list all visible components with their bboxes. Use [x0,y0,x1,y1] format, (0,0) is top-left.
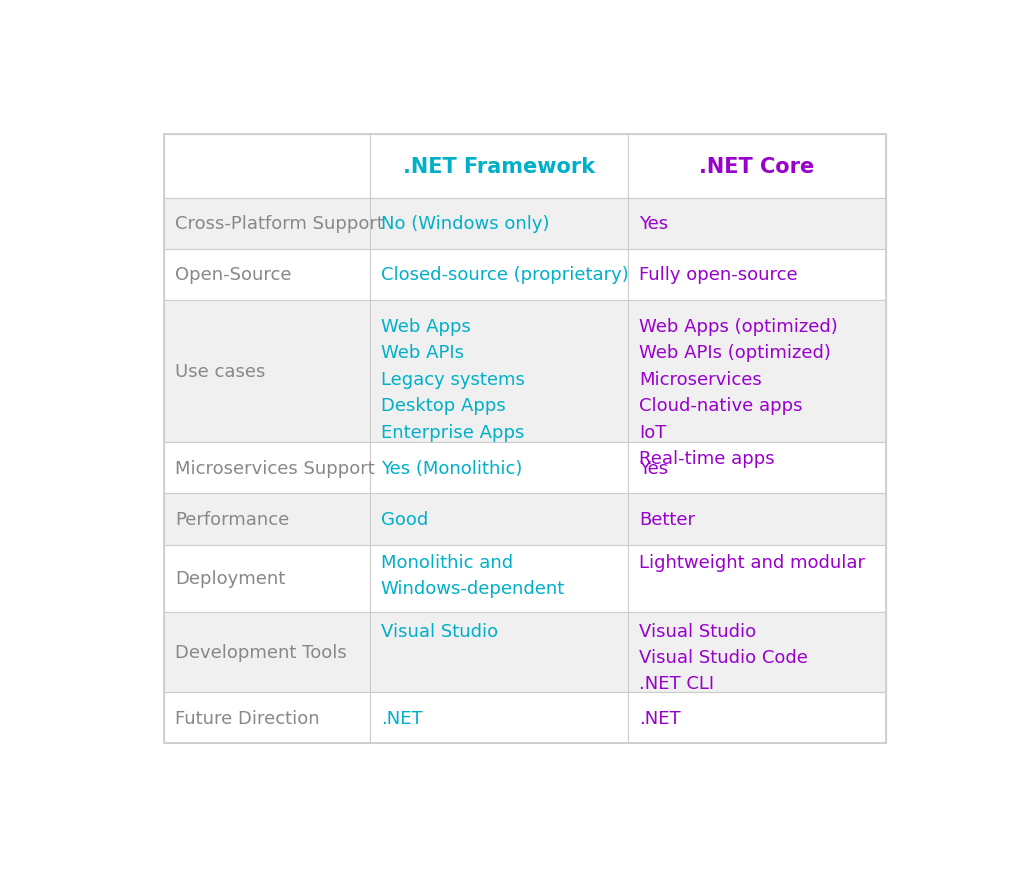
Text: Use cases: Use cases [175,362,265,381]
Bar [628,135,886,198]
Bar [628,249,886,301]
Bar [164,442,370,494]
Text: Open-Source: Open-Source [175,266,291,284]
Bar [628,693,886,743]
Bar [164,198,370,249]
Bar [628,301,886,442]
Text: Yes: Yes [639,215,669,233]
Bar [164,249,370,301]
Text: Performance: Performance [175,510,289,528]
Bar [628,494,886,545]
Bar [164,613,370,693]
Bar [628,442,886,494]
Bar [370,442,628,494]
Bar [164,135,370,198]
Text: Web Apps (optimized)
Web APIs (optimized)
Microservices
Cloud-native apps
IoT
Re: Web Apps (optimized) Web APIs (optimized… [639,318,838,468]
Bar [628,545,886,613]
Text: Closed-source (proprietary): Closed-source (proprietary) [381,266,629,284]
Text: Lightweight and modular: Lightweight and modular [639,553,865,571]
Bar [628,613,886,693]
Bar [370,198,628,249]
Bar [370,249,628,301]
Text: Future Direction: Future Direction [175,709,319,726]
Text: Fully open-source: Fully open-source [639,266,798,284]
Bar [370,494,628,545]
Text: Monolithic and
Windows-dependent: Monolithic and Windows-dependent [381,553,565,598]
Text: Development Tools: Development Tools [175,643,346,661]
Text: Good: Good [381,510,428,528]
Text: .NET Framework: .NET Framework [402,156,595,176]
Bar [370,545,628,613]
Bar [164,693,370,743]
Bar [370,135,628,198]
Text: .NET: .NET [639,709,681,726]
Text: .NET Core: .NET Core [699,156,815,176]
Text: .NET: .NET [381,709,422,726]
Text: Visual Studio
Visual Studio Code
.NET CLI: Visual Studio Visual Studio Code .NET CL… [639,622,808,693]
Text: No (Windows only): No (Windows only) [381,215,549,233]
Text: Deployment: Deployment [175,570,285,587]
Bar [370,613,628,693]
Bar [628,198,886,249]
Text: Yes: Yes [639,460,669,477]
Text: Microservices Support: Microservices Support [175,460,375,477]
Text: Visual Studio: Visual Studio [381,622,498,640]
Bar [370,301,628,442]
Bar [164,545,370,613]
Bar [370,693,628,743]
Text: Cross-Platform Support: Cross-Platform Support [175,215,384,233]
Bar [164,301,370,442]
Bar [164,494,370,545]
Text: Better: Better [639,510,695,528]
Text: Yes (Monolithic): Yes (Monolithic) [381,460,522,477]
Text: Web Apps
Web APIs
Legacy systems
Desktop Apps
Enterprise Apps: Web Apps Web APIs Legacy systems Desktop… [381,318,524,441]
